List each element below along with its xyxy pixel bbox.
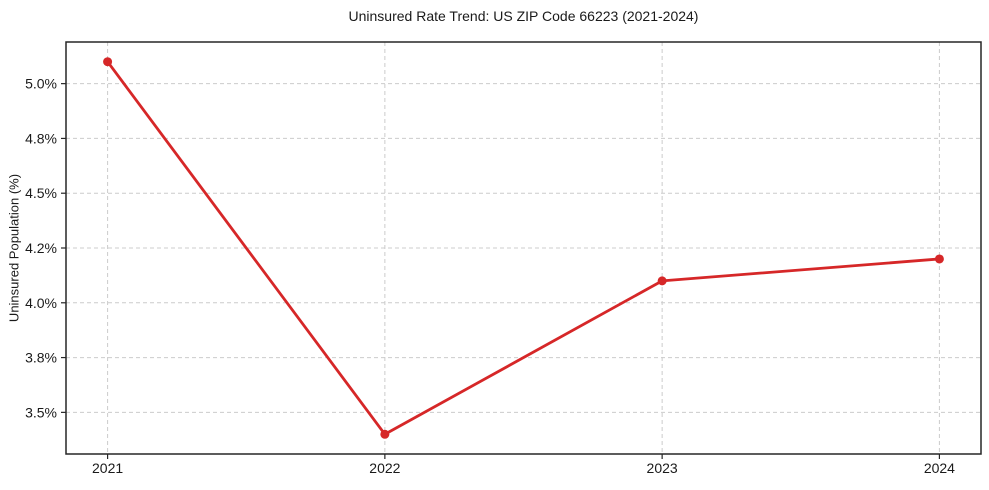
data-point-2022 (380, 429, 390, 439)
plot-border (65, 41, 982, 455)
y-tick-label: 4.5% (25, 185, 57, 201)
data-point-2021 (103, 57, 113, 67)
y-tick-label: 4.8% (25, 130, 57, 146)
y-tick-label: 4.2% (25, 240, 57, 256)
y-tick-label: 3.5% (25, 404, 57, 420)
x-tick-label: 2023 (647, 460, 678, 476)
data-point-2024 (934, 254, 944, 264)
y-tick-label: 5.0% (25, 76, 57, 92)
chart-title: Uninsured Rate Trend: US ZIP Code 66223 … (348, 8, 699, 24)
data-point-2023 (657, 276, 667, 286)
y-tick-label: 4.0% (25, 295, 57, 311)
x-tick-label: 2024 (924, 460, 955, 476)
x-tick-label: 2021 (92, 460, 123, 476)
x-tick-label: 2022 (369, 460, 400, 476)
trend-line (106, 60, 941, 436)
y-tick-label: 3.8% (25, 350, 57, 366)
